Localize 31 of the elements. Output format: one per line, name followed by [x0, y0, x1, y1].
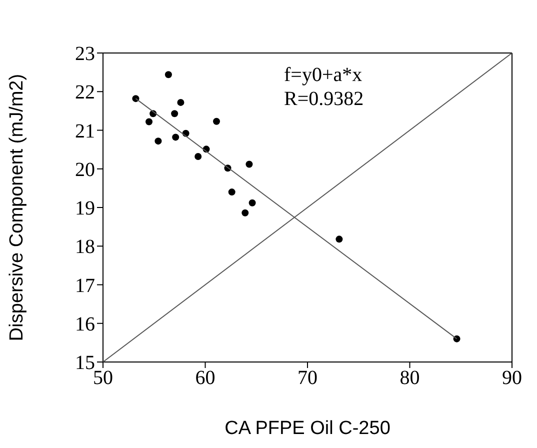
y-tick-label: 23: [75, 43, 95, 66]
y-tick-label: 22: [75, 82, 95, 104]
x-tick-label: 50: [93, 367, 113, 390]
x-tick-label: 70: [298, 367, 318, 390]
y-tick-label: 20: [75, 158, 95, 181]
point: [242, 209, 249, 216]
y-tick-label: 18: [75, 236, 95, 258]
x-tick-label: 80: [400, 367, 420, 390]
point: [171, 110, 178, 118]
point: [212, 118, 220, 125]
y-tick-label: 19: [75, 198, 95, 220]
y-tick-label: 15: [75, 352, 95, 374]
point: [194, 153, 202, 160]
point: [246, 160, 253, 168]
x-tick-label: 90: [502, 367, 522, 390]
point: [146, 118, 153, 126]
point: [228, 188, 236, 196]
y-tick-label: 16: [75, 313, 95, 336]
annotation: R=0.9382: [284, 88, 364, 111]
y-tick-label: 17: [75, 274, 95, 297]
x-axis-title: CA PFPE Oil C-250: [224, 418, 390, 439]
point: [172, 134, 180, 141]
point: [177, 98, 184, 106]
point: [336, 236, 343, 243]
y-axis-title: Dispersive Component (mJ/m2): [6, 74, 28, 342]
point: [248, 199, 256, 206]
point: [164, 71, 172, 78]
point: [154, 138, 162, 145]
annotation: f=y0+a*x: [284, 64, 362, 87]
y-tick-label: 21: [75, 120, 95, 142]
x-tick-label: 60: [195, 367, 216, 390]
